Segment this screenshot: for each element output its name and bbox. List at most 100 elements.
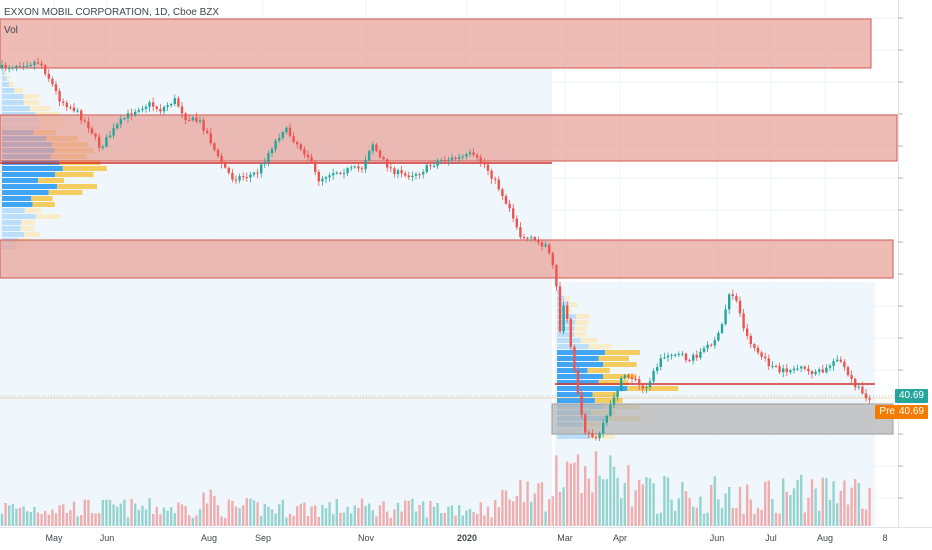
candle-body: [310, 157, 313, 162]
candle-body: [544, 244, 547, 247]
volume-bar: [771, 499, 774, 526]
volume-bar: [321, 504, 324, 526]
support-zone-grey: [551, 403, 894, 435]
candle-body: [692, 354, 695, 361]
volume-bar: [620, 498, 623, 526]
volume-bar: [418, 504, 421, 526]
candle-body: [702, 348, 706, 352]
x-tick-label: Sep: [255, 533, 271, 543]
volume-bar: [468, 508, 472, 526]
volume-bar: [616, 477, 619, 526]
profile-bar-down: [55, 172, 94, 177]
volume-bar: [724, 493, 727, 526]
volume-bar: [454, 515, 457, 526]
x-tick-label: Aug: [201, 533, 217, 543]
candle-body: [216, 149, 220, 157]
candle-body: [515, 218, 518, 228]
resistance-zone-1: [0, 18, 872, 69]
volume-bar: [638, 479, 641, 526]
profile-bar-down: [38, 178, 65, 183]
candle-body: [364, 160, 367, 170]
volume-bar: [90, 513, 94, 526]
candle-body: [72, 107, 76, 112]
candle-body: [234, 179, 238, 181]
x-tick-label: Aug: [817, 533, 833, 543]
volume-bar: [778, 513, 781, 526]
candle-body: [710, 344, 713, 346]
volume-bar: [839, 490, 842, 526]
volume-bar: [836, 503, 839, 526]
candle-body: [317, 171, 320, 182]
volume-bar: [717, 499, 720, 526]
profile-bar-up: [2, 178, 38, 183]
volume-bar: [785, 491, 788, 526]
profile-bar-down: [575, 320, 589, 325]
candle-body: [288, 127, 292, 137]
volume-bar: [702, 513, 706, 526]
profile-bar-up: [557, 386, 628, 391]
candle-body: [530, 237, 533, 239]
candle-body: [263, 162, 266, 165]
volume-bar: [846, 504, 850, 526]
volume-bar: [476, 514, 479, 526]
volume-bar: [807, 497, 810, 526]
candle-body: [810, 371, 814, 375]
volume-bar: [414, 511, 418, 526]
volume-bar: [400, 511, 403, 526]
volume-bar: [868, 488, 871, 526]
volume-bar: [486, 506, 490, 526]
candle-body: [18, 66, 22, 67]
candle-body: [461, 156, 464, 158]
candle-body: [828, 365, 832, 368]
candle-body: [501, 189, 504, 196]
profile-bar-up: [557, 302, 569, 307]
volume-indicator-label[interactable]: Vol: [4, 25, 18, 36]
candle-body: [256, 172, 259, 174]
candle-body: [537, 239, 540, 243]
volume-bar: [144, 509, 148, 526]
volume-bar: [850, 487, 853, 526]
profile-bar-up: [557, 434, 591, 439]
volume-bar: [371, 510, 374, 526]
resistance-zone-2: [0, 114, 898, 162]
candle-body: [40, 63, 43, 66]
candle-body: [468, 152, 472, 154]
candle-body: [144, 106, 148, 109]
profile-bar-down: [594, 398, 623, 403]
candle-body: [479, 157, 482, 163]
candle-body: [112, 128, 115, 136]
candle-body: [551, 253, 554, 265]
volume-bar: [515, 496, 518, 526]
last-price-tag: 40.69: [894, 389, 928, 403]
candle-body: [339, 172, 342, 174]
candle-body: [177, 98, 180, 107]
volume-bar: [587, 478, 590, 526]
volume-bar: [764, 481, 767, 526]
time-axis-labels: May Jun Aug Sep Nov 2020 Mar Apr Jun Jul…: [45, 533, 887, 543]
volume-bar: [382, 501, 385, 526]
volume-bar: [393, 509, 396, 526]
candle-body: [814, 371, 817, 375]
volume-bar: [594, 451, 598, 526]
candle-body: [267, 153, 270, 162]
volume-bar: [44, 511, 47, 526]
volume-bar: [821, 477, 824, 526]
candle-body: [184, 113, 187, 121]
candle-body: [576, 370, 580, 394]
profile-bar-up: [2, 76, 7, 81]
volume-bar: [278, 504, 281, 526]
candle-body: [378, 150, 382, 158]
volume-bar: [108, 500, 112, 526]
volume-bar: [652, 483, 655, 526]
volume-bar: [551, 496, 554, 526]
candle-body: [242, 176, 245, 178]
candle-body: [80, 110, 83, 121]
candle-body: [609, 404, 612, 416]
volume-bar: [530, 501, 533, 526]
volume-bar: [598, 475, 601, 526]
volume-bar: [58, 505, 61, 526]
candle-body: [663, 357, 666, 359]
volume-bar: [566, 461, 569, 526]
volume-bar: [33, 506, 36, 526]
